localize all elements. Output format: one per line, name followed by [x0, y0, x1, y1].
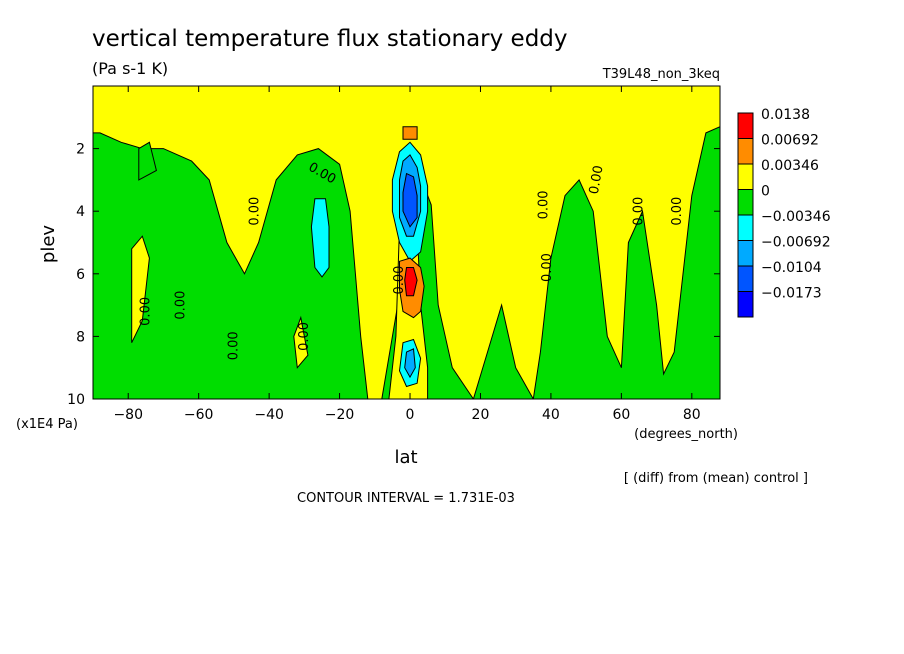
- run-name: T39L48_non_3keq: [602, 67, 720, 82]
- x-tick-label: 80: [683, 407, 701, 423]
- contour-label: 0.00: [138, 297, 153, 326]
- contour-label: 0.00: [631, 197, 646, 226]
- contour-label: 0.00: [536, 190, 551, 219]
- y-axis-label: plev: [38, 225, 59, 264]
- contour-label: 0.00: [540, 253, 555, 282]
- region-blue-lower: [404, 348, 416, 379]
- y-tick-label: 10: [67, 392, 85, 408]
- y-tick-label: 8: [76, 329, 85, 345]
- y-tick-label: 6: [76, 267, 85, 283]
- legend-swatch: [737, 214, 754, 241]
- region-deep-blue-upper: [402, 172, 418, 228]
- region-cyan-core: [310, 198, 330, 278]
- chart-title: vertical temperature flux stationary edd…: [92, 26, 568, 52]
- plot-area: 0.00 0.00 0.00 0.00 0.00 0.00 0.00 0.00 0.00 0.00…: [93, 86, 720, 399]
- legend-label: −0.00346: [761, 209, 831, 225]
- x-tick-label: 60: [612, 407, 630, 423]
- legend-label: 0.00346: [761, 158, 819, 174]
- legend-swatch: [737, 291, 754, 318]
- region-negative-spot: [138, 141, 157, 181]
- region-orange-top: [402, 126, 418, 140]
- contour-label: 0.00: [226, 331, 241, 360]
- y-axis-units: (x1E4 Pa): [16, 417, 78, 432]
- contour-label: 0.00: [392, 266, 407, 295]
- x-axis-label: lat: [394, 447, 417, 468]
- color-legend: 0.0138 0.00692 0.00346 0 −0.00346 −0.00692 −0.…: [737, 107, 831, 318]
- x-tick-label: −20: [325, 407, 355, 423]
- diff-note: [ (diff) from (mean) control ]: [624, 471, 808, 486]
- contour-label: 0.00: [174, 291, 189, 320]
- legend-label: 0.00692: [761, 133, 819, 149]
- y-tick-label: 2: [76, 142, 85, 158]
- region-positive-streak: [131, 235, 150, 343]
- legend-swatch: [737, 189, 754, 216]
- contour-label: 0.00: [297, 322, 312, 351]
- legend-label: −0.0173: [761, 286, 822, 302]
- x-tick-label: −60: [184, 407, 214, 423]
- x-axis-units: (degrees_north): [634, 427, 738, 442]
- x-tick-label: 40: [542, 407, 560, 423]
- x-tick-label: −80: [113, 407, 143, 423]
- legend-swatch: [737, 163, 754, 190]
- legend-label: −0.00692: [761, 235, 831, 251]
- legend-label: 0.0138: [761, 107, 810, 123]
- legend-label: 0: [761, 184, 770, 200]
- plot-frame: [92, 85, 721, 400]
- x-tick-label: −40: [254, 407, 284, 423]
- legend-label: −0.0104: [761, 260, 822, 276]
- contour-label: 0.00: [670, 197, 685, 226]
- legend-swatch: [737, 112, 754, 139]
- region-red-core: [404, 267, 418, 297]
- chart-units: (Pa s-1 K): [92, 59, 168, 78]
- contour-label: 0.00: [248, 197, 263, 226]
- x-tick-label: 20: [472, 407, 490, 423]
- x-tick-label: 0: [406, 407, 415, 423]
- legend-swatch: [737, 265, 754, 292]
- contour-interval: CONTOUR INTERVAL = 1.731E-03: [297, 491, 515, 506]
- y-tick-label: 4: [76, 204, 85, 220]
- legend-swatch: [737, 138, 754, 165]
- legend-swatch: [737, 240, 754, 267]
- contour-label: 0.00: [587, 164, 607, 195]
- region-positive-spot: [293, 315, 309, 369]
